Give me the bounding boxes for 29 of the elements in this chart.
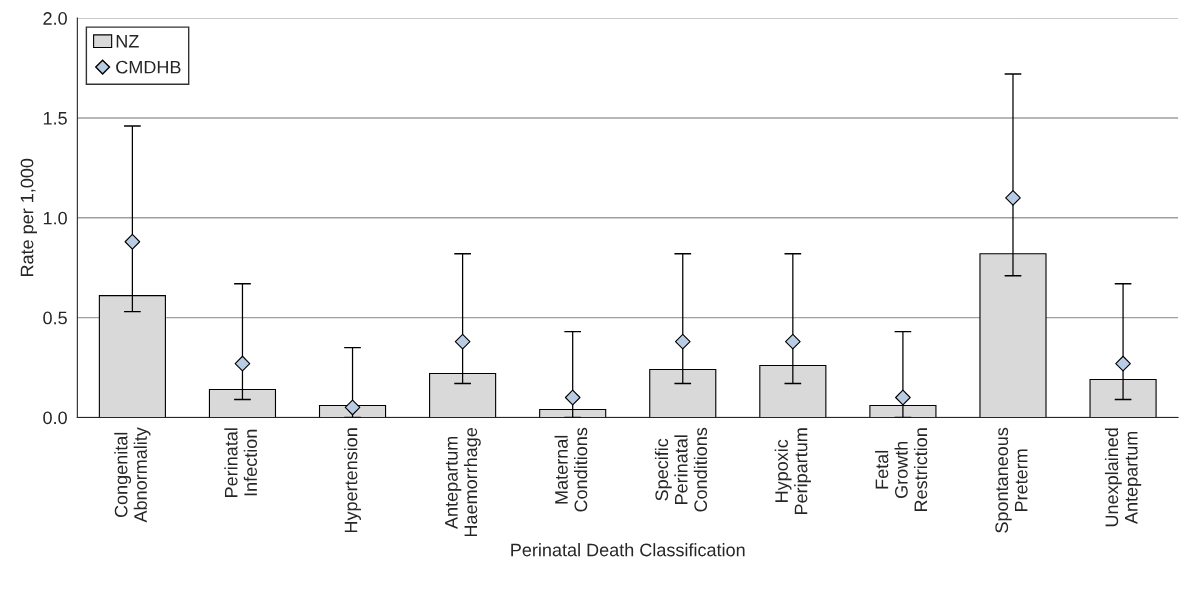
x-tick-label: Spontaneous Preterm xyxy=(995,427,1028,533)
y-tick-label: 1.0 xyxy=(43,211,67,225)
point xyxy=(784,333,801,350)
legend-label: NZ xyxy=(116,35,139,48)
y-tick-label: 0.0 xyxy=(43,411,67,425)
y-tick-label: 1.5 xyxy=(43,112,67,125)
point xyxy=(234,355,251,372)
y-tick-label: 0.5 xyxy=(43,311,67,325)
point xyxy=(124,233,141,250)
x-axis-title: Perinatal Death Classification xyxy=(511,543,745,557)
x-tick-label: Perinatal Infection xyxy=(224,428,258,497)
point xyxy=(674,333,691,350)
legend-label: CMDHB xyxy=(116,60,181,74)
x-tick-label: Congenital Abnormality xyxy=(114,427,151,523)
point xyxy=(564,389,581,406)
point xyxy=(344,399,361,416)
point xyxy=(454,333,471,350)
x-tick-label: Fetal Growth Restriction xyxy=(875,428,928,511)
x-tick-label: Hypoxic Peripartum xyxy=(774,428,811,514)
x-tick-label: Antepartum Haemorrhage xyxy=(445,427,481,537)
y-axis-title: Rate per 1,000 xyxy=(20,158,37,277)
x-tick-label: Maternal Conditions xyxy=(554,427,588,512)
x-tick-label: Specific Perinatal Conditions xyxy=(654,427,708,512)
point xyxy=(1005,189,1021,206)
y-tick-label: 2.0 xyxy=(43,12,67,25)
point xyxy=(895,389,911,406)
x-tick-label: Hypertension xyxy=(344,428,361,533)
x-tick-label: Unexplained Antepartum xyxy=(1104,428,1142,527)
point xyxy=(1115,355,1131,372)
